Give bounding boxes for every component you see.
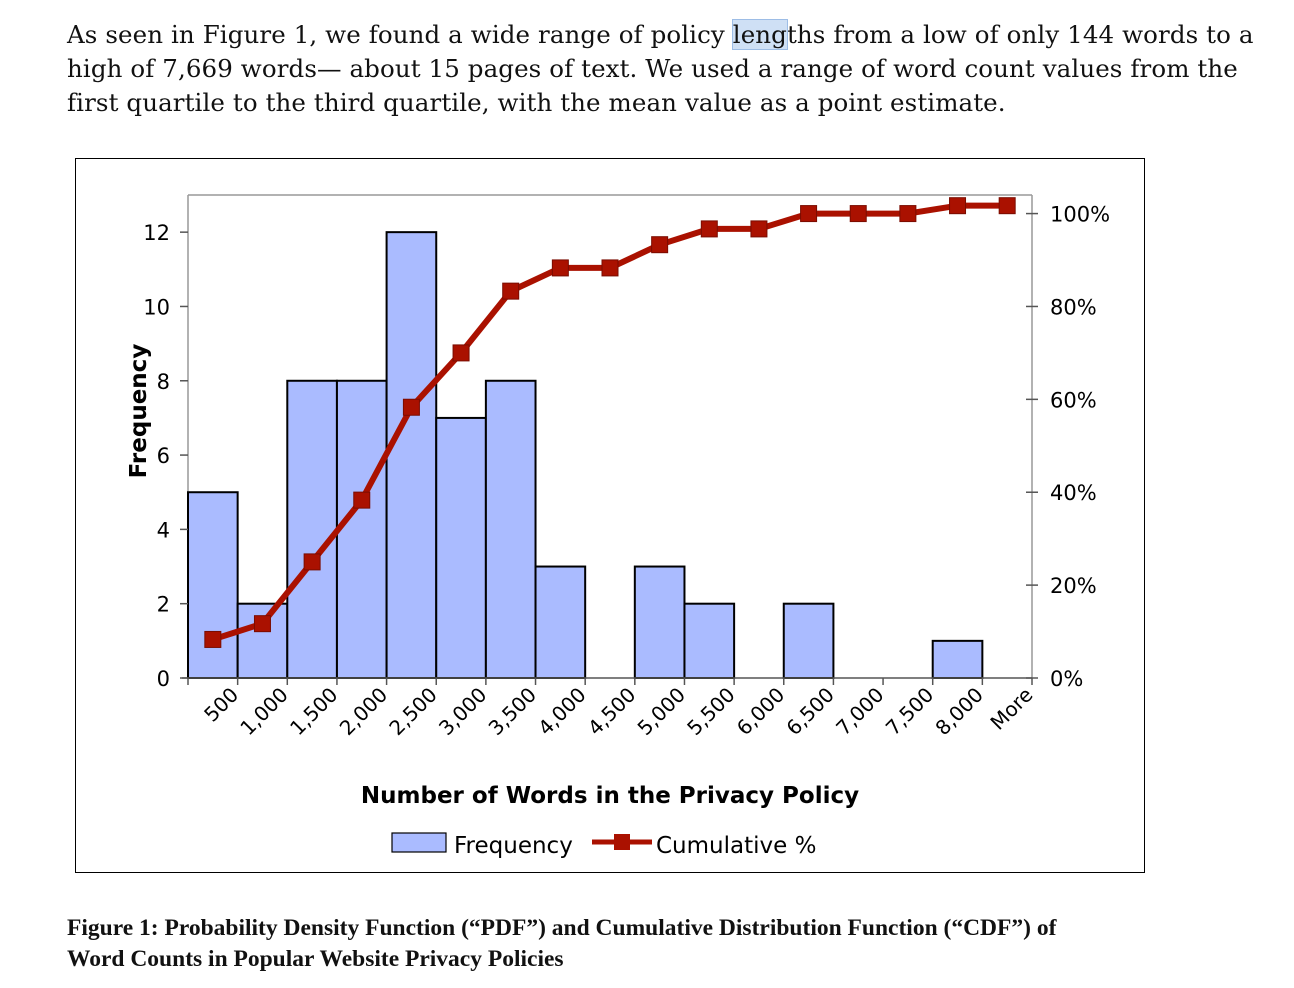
- cumulative-marker: [502, 282, 520, 300]
- x-tick-label: 6,000: [732, 683, 789, 740]
- frequency-bar: [335, 379, 388, 679]
- legend-label-cumulative: Cumulative %: [656, 833, 816, 859]
- x-tick-label: 5,500: [682, 683, 739, 740]
- cumulative-marker: [253, 615, 271, 633]
- x-tick-label: 1,500: [285, 683, 342, 740]
- y-axis-label: Frequency: [126, 344, 152, 479]
- x-tick-label: 2,000: [335, 683, 392, 740]
- legend-label-frequency: Frequency: [454, 833, 573, 859]
- x-tick-label: 500: [199, 683, 243, 727]
- y-tick-label: 12: [143, 221, 170, 245]
- frequency-bar: [286, 379, 338, 679]
- y-tick-label: 2: [157, 593, 170, 617]
- frequency-bar: [484, 379, 537, 679]
- cumulative-marker: [651, 236, 669, 254]
- x-axis: 5001,0001,5002,0002,5003,0003,5004,0004,…: [182, 677, 1038, 740]
- frequency-bar: [435, 416, 487, 679]
- cumulative-marker: [949, 197, 967, 215]
- frequency-bar: [633, 565, 686, 679]
- legend-marker-cumulative: [614, 834, 630, 850]
- histogram-chart: 0 2 4 6 8 10 12 0% 20% 40% 60% 80% 100% 5001,0001,5…: [126, 194, 1110, 859]
- x-tick-label: More: [985, 683, 1037, 735]
- frequency-bar: [683, 602, 736, 680]
- x-tick-label: 7,000: [831, 683, 888, 740]
- cumulative-marker: [800, 205, 818, 223]
- paragraph-text-start: As seen in Figure 1, we found a wide ran…: [67, 20, 733, 49]
- y-tick-label: 8: [157, 370, 170, 394]
- x-tick-label: 8,000: [930, 683, 987, 740]
- x-tick-label: 7,500: [881, 683, 938, 740]
- frequency-bar: [385, 231, 438, 680]
- y2-tick-label: 80%: [1050, 295, 1097, 319]
- legend-swatch-frequency: [391, 832, 447, 853]
- cumulative-marker: [303, 553, 321, 571]
- cumulative-marker: [849, 205, 867, 223]
- cumulative-marker: [601, 259, 619, 277]
- figure-chart-frame: 0 2 4 6 8 10 12 0% 20% 40% 60% 80% 100% 500 1,000 1,5…: [75, 158, 1145, 873]
- frequency-bar: [187, 491, 239, 679]
- cumulative-marker: [452, 344, 470, 362]
- cumulative-marker: [551, 259, 569, 277]
- frequency-bars: [187, 231, 984, 680]
- y2-tick-label: 40%: [1050, 481, 1097, 505]
- x-tick-label: 6,500: [781, 683, 838, 740]
- body-paragraph: As seen in Figure 1, we found a wide ran…: [67, 18, 1257, 120]
- y-tick-label: 4: [157, 518, 170, 542]
- x-tick-label: 2,500: [384, 683, 441, 740]
- caption-line-2: Word Counts in Popular Website Privacy P…: [67, 946, 564, 972]
- cumulative-marker: [750, 220, 768, 238]
- frequency-bar: [931, 639, 984, 680]
- y-tick-label: 6: [157, 444, 170, 468]
- cumulative-line: [204, 197, 1016, 648]
- y-axis-right: 0% 20% 40% 60% 80% 100%: [1026, 203, 1110, 691]
- x-tick-label: 4,000: [533, 683, 590, 740]
- text-selection-highlight[interactable]: leng: [731, 19, 788, 50]
- cumulative-marker: [402, 398, 420, 416]
- y2-tick-label: 60%: [1050, 388, 1097, 412]
- frequency-bar: [236, 602, 289, 680]
- y2-tick-label: 0%: [1050, 667, 1083, 691]
- figure-caption: Figure 1: Probability Density Function (…: [67, 913, 1267, 975]
- x-tick-label: 4,500: [583, 683, 640, 740]
- y-tick-label: 0: [157, 667, 170, 691]
- x-tick-label: 1,000: [235, 683, 292, 740]
- cumulative-marker: [998, 197, 1016, 215]
- x-tick-label: 3,000: [434, 683, 491, 740]
- x-tick-label: 5,000: [633, 683, 690, 740]
- paragraph-text-end: ths from a low of only 144 words to a hi…: [67, 20, 1254, 117]
- x-tick-label: 3,500: [484, 683, 541, 740]
- cumulative-marker: [700, 220, 718, 238]
- chart-legend: Frequency Cumulative %: [391, 832, 816, 859]
- x-axis-label: Number of Words in the Privacy Policy: [361, 783, 859, 809]
- frequency-bar: [782, 602, 835, 680]
- caption-line-1: Figure 1: Probability Density Function (…: [67, 915, 1057, 941]
- cumulative-marker: [899, 205, 917, 223]
- frequency-bar: [534, 565, 587, 679]
- cumulative-marker: [204, 630, 222, 648]
- y-tick-label: 10: [143, 295, 170, 319]
- cumulative-marker: [353, 491, 371, 509]
- y2-tick-label: 20%: [1050, 574, 1097, 598]
- y2-tick-label: 100%: [1050, 203, 1110, 227]
